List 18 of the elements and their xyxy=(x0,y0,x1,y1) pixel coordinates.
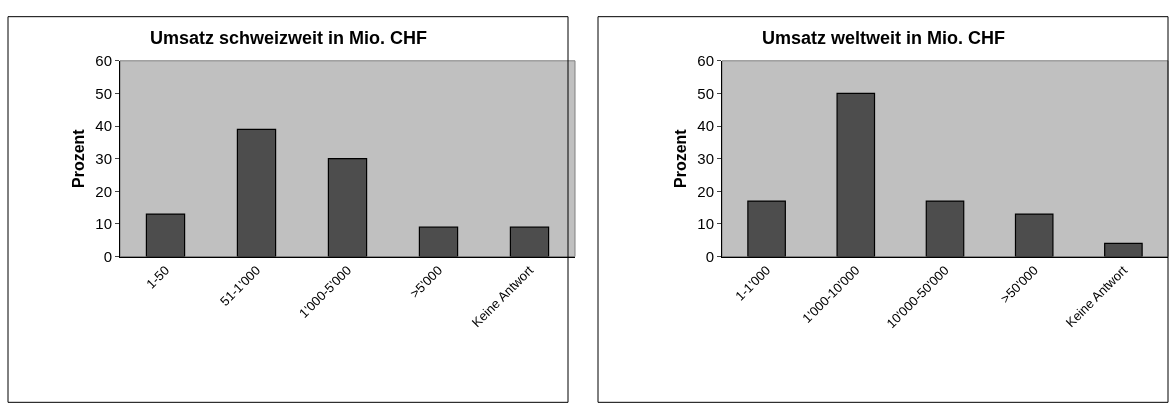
chart-title: Umsatz weltweit in Mio. CHF xyxy=(762,28,1006,48)
y-tick-label: 20 xyxy=(95,182,112,200)
y-axis-title: Prozent xyxy=(70,128,88,188)
y-axis-title: Prozent xyxy=(672,128,690,188)
y-tick-label: 10 xyxy=(95,215,112,233)
y-tick-label: 30 xyxy=(95,149,112,167)
chart-title: Umsatz schweizweit in Mio. CHF xyxy=(150,28,428,48)
y-tick-label: 10 xyxy=(697,215,714,233)
y-tick-label: 20 xyxy=(697,182,714,200)
y-tick-label: 50 xyxy=(697,84,714,102)
y-tick-label: 50 xyxy=(95,84,112,102)
y-tick-label: 0 xyxy=(705,247,714,265)
y-tick-label: 40 xyxy=(697,117,714,135)
y-tick-label: 40 xyxy=(95,117,112,135)
y-tick-label: 30 xyxy=(697,149,714,167)
y-tick-label: 60 xyxy=(697,52,714,70)
y-tick-label: 0 xyxy=(103,247,112,265)
y-tick-label: 60 xyxy=(95,52,112,70)
